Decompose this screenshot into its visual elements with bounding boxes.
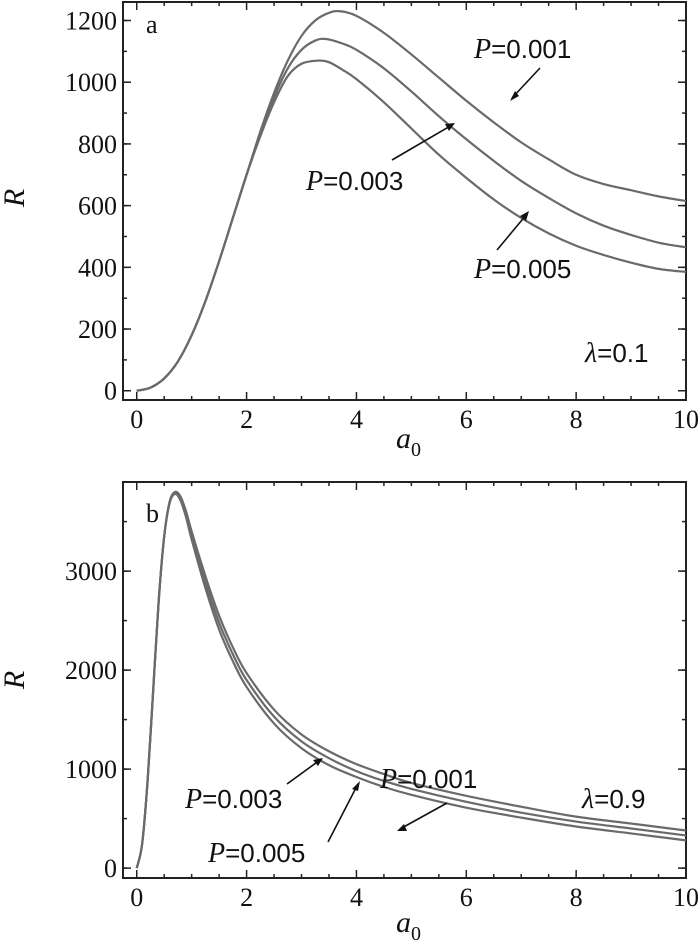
panel-a-label-p005: P=0.005	[473, 254, 571, 285]
y-tick-label: 1000	[65, 68, 117, 97]
series-line-p0001	[136, 9, 687, 392]
y-tick-label: 600	[78, 192, 117, 221]
x-tick-label: 0	[130, 883, 143, 912]
panel-a-arrow-p003	[391, 124, 453, 161]
panel-b-arrow-p003	[286, 759, 321, 785]
panel-b-label-p005: P=0.005	[207, 838, 305, 869]
panel-b-frame	[122, 481, 687, 879]
panel-a-arrow-p001	[511, 67, 541, 99]
x-tick-label: 2	[240, 405, 253, 434]
panel-b-arrowhead-p005	[352, 781, 360, 791]
panel-a-arrowhead-p003	[445, 123, 455, 131]
x-tick-label: 6	[460, 883, 473, 912]
y-tick-label: 800	[78, 130, 117, 159]
panel-b-ylabel: R	[0, 671, 31, 690]
panel-a-arrowhead-p001	[510, 91, 519, 101]
panel-b-tick-labels: 0 2 4 6 8 10 0 1000 2000 3000	[65, 557, 699, 912]
panel-b-xlabel: a0	[396, 906, 421, 945]
panel-b-lambda: λ=0.9	[581, 784, 645, 815]
panel-a-ylabel: R	[0, 189, 31, 208]
panel-a: 0 2 4 6 8 10 0 200 400 600 800 1000 1200 a P=0.001 P…	[0, 1, 699, 461]
y-tick-label: 2000	[65, 656, 117, 685]
panel-b-label-p001: P=0.001	[379, 764, 477, 795]
panel-a-arrow-p005	[496, 213, 528, 251]
panel-a-lambda: λ=0.1	[584, 338, 648, 369]
x-tick-label: 8	[570, 883, 583, 912]
x-tick-label: 10	[673, 405, 699, 434]
panel-a-ticks	[123, 2, 687, 400]
panel-b-arrowhead-p003	[313, 758, 323, 766]
panel-a-label-p003: P=0.003	[305, 166, 403, 197]
x-tick-label: 10	[673, 883, 699, 912]
panel-b-arrow-p001	[399, 802, 448, 830]
series-line-p0005	[136, 59, 687, 392]
panel-b-arrow-p005	[327, 783, 359, 843]
x-tick-label: 2	[240, 883, 253, 912]
x-tick-label: 0	[130, 405, 143, 434]
panel-a-arrowhead-p005	[520, 211, 529, 221]
panel-a-curves	[136, 9, 687, 392]
panel-a-letter: a	[146, 10, 158, 39]
panel-a-xlabel: a0	[396, 422, 421, 461]
y-tick-label: 1200	[65, 7, 117, 36]
panel-b-arrowhead-p001	[397, 824, 407, 831]
panel-a-label-p001: P=0.001	[473, 34, 571, 65]
x-tick-label: 4	[350, 405, 363, 434]
panel-b-label-p003: P=0.003	[184, 784, 282, 815]
y-tick-label: 0	[104, 854, 117, 883]
y-tick-label: 0	[104, 377, 117, 406]
y-tick-label: 1000	[65, 755, 117, 784]
panel-b-curves	[135, 490, 687, 869]
x-tick-label: 8	[570, 405, 583, 434]
y-tick-label: 3000	[65, 557, 117, 586]
panel-a-tick-labels: 0 2 4 6 8 10 0 200 400 600 800 1000 1200	[65, 7, 699, 434]
y-tick-label: 400	[78, 253, 117, 282]
panel-b-letter: b	[146, 499, 159, 528]
panel-b: 0 2 4 6 8 10 0 1000 2000 3000 b P=0.001 P=0.003 P…	[0, 481, 699, 945]
x-tick-label: 4	[350, 883, 363, 912]
panel-b-ticks	[123, 482, 687, 878]
series-line-p0005	[135, 492, 687, 869]
y-tick-label: 200	[78, 315, 117, 344]
x-tick-label: 6	[460, 405, 473, 434]
